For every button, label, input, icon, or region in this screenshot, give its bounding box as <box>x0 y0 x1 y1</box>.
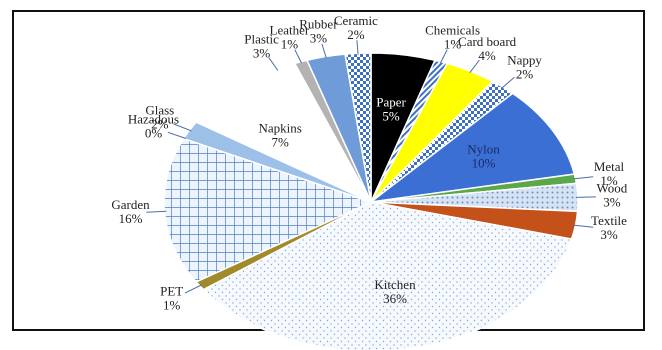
label-hazadous: Hazadous 0% <box>128 111 179 140</box>
label-name-metal: Metal <box>594 159 625 174</box>
label-percent-nappy: 2% <box>516 66 534 81</box>
label-garden: Garden 16% <box>111 197 150 226</box>
leader-wood <box>575 196 596 198</box>
label-name-pet: PET <box>160 284 183 299</box>
leader-nappy <box>501 76 515 89</box>
label-name-nappy: Nappy <box>507 52 542 67</box>
label-metal: Metal 1% <box>594 159 625 188</box>
label-percent-leather: 1% <box>281 37 299 52</box>
label-name-chemicals: Chemicals <box>425 23 480 38</box>
leader-glass <box>173 123 192 132</box>
label-percent-napkins: 7% <box>272 135 290 150</box>
label-percent-kitchen: 36% <box>383 291 407 306</box>
label-card-board: Card board 4% <box>458 34 517 63</box>
label-name-napkins: Napkins <box>259 121 302 136</box>
leader-textile <box>573 224 594 228</box>
label-name-textile: Textile <box>591 213 627 228</box>
label-wood: Wood 3% <box>597 181 628 210</box>
label-percent-card-board: 4% <box>478 48 496 63</box>
slice-nylon <box>368 92 576 204</box>
label-textile: Textile 3% <box>591 213 627 242</box>
label-name-hazadous: Hazadous <box>128 111 179 126</box>
label-name-garden: Garden <box>111 197 150 212</box>
leader-card-board <box>469 59 480 74</box>
label-percent-pet: 1% <box>163 298 181 313</box>
label-name-ceramic: Ceramic <box>334 13 378 28</box>
label-rubber: Rubber 3% <box>299 17 338 46</box>
label-chemicals: Chemicals 1% <box>425 23 480 52</box>
label-percent-textile: 3% <box>600 227 618 242</box>
label-kitchen: Kitchen 36% <box>374 277 416 306</box>
label-name-plastic: Plastic <box>244 31 279 46</box>
label-name-nylon: Nylon <box>467 142 500 157</box>
label-name-kitchen: Kitchen <box>374 277 416 292</box>
label-napkins: Napkins 7% <box>259 121 302 150</box>
leader-plastic <box>268 57 279 71</box>
label-percent-glass: 2% <box>151 116 169 131</box>
label-percent-paper: 5% <box>382 109 400 124</box>
label-percent-hazadous: 0% <box>145 125 163 140</box>
leader-ceramic <box>356 40 359 55</box>
label-percent-metal: 1% <box>600 173 618 188</box>
label-name-glass: Glass <box>145 102 174 117</box>
label-name-wood: Wood <box>597 181 628 196</box>
label-name-paper: Paper <box>376 95 406 110</box>
leader-metal <box>573 176 594 180</box>
label-paper: Paper 5% <box>376 95 406 124</box>
label-pet: PET 1% <box>160 284 183 313</box>
label-plastic: Plastic 3% <box>244 31 279 60</box>
label-percent-wood: 3% <box>603 195 621 210</box>
label-leather: Leather 1% <box>270 23 310 52</box>
slice-kitchen <box>202 201 573 350</box>
label-name-rubber: Rubber <box>299 17 338 32</box>
label-nylon: Nylon 10% <box>467 142 500 171</box>
label-ceramic: Ceramic 2% <box>334 13 378 42</box>
label-name-leather: Leather <box>270 23 310 38</box>
leader-hazadous <box>167 131 187 139</box>
leader-garden <box>146 210 167 213</box>
label-percent-ceramic: 2% <box>347 27 365 42</box>
leader-rubber <box>321 43 327 59</box>
label-name-card-board: Card board <box>458 34 517 49</box>
leader-chemicals <box>439 49 448 64</box>
leader-pet <box>184 284 202 294</box>
label-percent-nylon: 10% <box>472 156 496 171</box>
leader-leather <box>294 49 303 64</box>
label-nappy: Nappy 2% <box>507 52 542 81</box>
label-percent-garden: 16% <box>119 211 143 226</box>
label-percent-plastic: 3% <box>253 45 271 60</box>
label-glass: Glass 2% <box>145 102 174 131</box>
label-percent-chemicals: 1% <box>444 37 462 52</box>
label-percent-rubber: 3% <box>310 31 328 46</box>
